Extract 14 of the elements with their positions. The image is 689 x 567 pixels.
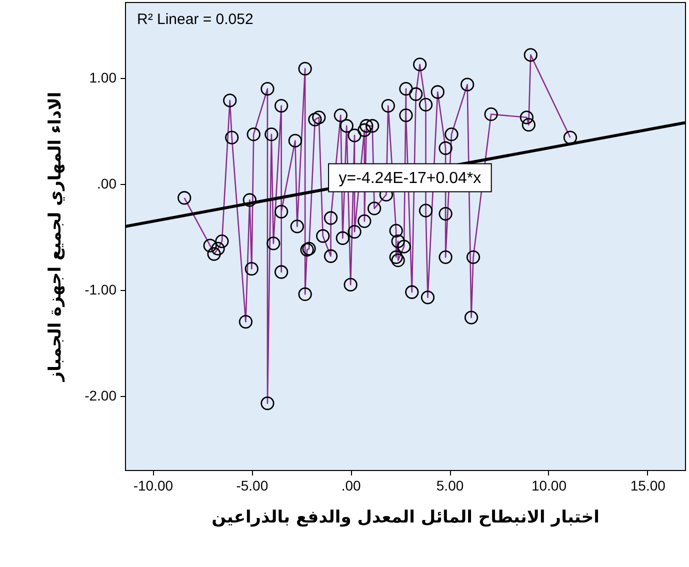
x-tick-label: 15.00 [630, 478, 666, 494]
x-tick-label: -5.00 [236, 478, 268, 494]
x-tick-label: -10.00 [133, 478, 174, 494]
y-tick-label: .00 [97, 176, 117, 192]
annotation: y=-4.24E-17+0.04*x [338, 170, 482, 187]
annotation: R² Linear = 0.052 [137, 11, 254, 28]
x-tick-label: .00 [341, 478, 362, 494]
x-tick-label: 5.00 [436, 478, 464, 494]
y-tick-label: -1.00 [84, 282, 117, 298]
x-axis-title: اختبار الانبطاح المائل المعدل والدفع بالذراعين [212, 508, 600, 528]
y-tick-label: -2.00 [84, 387, 117, 404]
y-tick-label: 1.00 [89, 70, 117, 86]
x-tick-label: 10.00 [531, 478, 567, 494]
y-axis-title: الاداء المهاري لجميع اجهزة الجمباز [46, 92, 66, 382]
